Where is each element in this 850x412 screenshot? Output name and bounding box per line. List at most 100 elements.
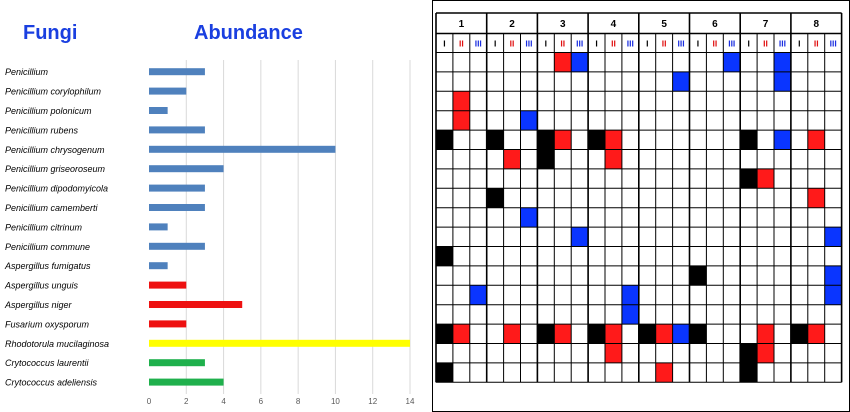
bar xyxy=(149,68,205,76)
subcolumn-label: III xyxy=(627,39,634,49)
occurrence-cell xyxy=(655,324,673,344)
subcolumn-label: II xyxy=(510,39,515,49)
occurrence-matrix: 1 2 3 4 5 6 7 8I II III I II III I II III I II III I II III I I… xyxy=(432,0,850,412)
occurrence-cell xyxy=(824,265,842,286)
subcolumn-label: III xyxy=(830,39,837,49)
occurrence-cell xyxy=(672,324,690,344)
group-label: 8 xyxy=(813,19,819,30)
occurrence-cell xyxy=(588,324,605,344)
occurrence-cell xyxy=(537,130,555,150)
occurrence-cell xyxy=(486,130,504,150)
occurrence-cell xyxy=(824,285,842,305)
subcolumn-label: I xyxy=(595,39,597,49)
occurrence-cell xyxy=(537,324,555,344)
occurrence-cell xyxy=(537,149,555,169)
occurrence-cell xyxy=(672,71,690,92)
occurrence-cell xyxy=(605,149,622,169)
group-label: 1 xyxy=(459,19,465,30)
bar xyxy=(149,126,205,134)
abundance-bar-chart: 0 2 4 6 8 10 12 14 Penicillium Penicillium corylo… xyxy=(4,60,415,406)
occurrence-cell xyxy=(571,52,589,72)
subcolumn-label: II xyxy=(560,39,565,49)
category-label: Penicillium citrinum xyxy=(5,222,83,232)
bar xyxy=(149,184,205,192)
x-tick-label: 8 xyxy=(296,397,301,406)
subcolumn-label: III xyxy=(525,39,532,49)
bar xyxy=(149,204,205,211)
fungi-title: Fungi xyxy=(23,22,78,44)
bar xyxy=(149,223,168,231)
subcolumn-label: I xyxy=(494,39,496,49)
occurrence-cell xyxy=(503,324,521,344)
x-tick-label: 4 xyxy=(221,397,226,406)
bar xyxy=(149,378,224,386)
bar xyxy=(149,301,243,308)
bar xyxy=(149,242,205,250)
occurrence-cell xyxy=(571,227,589,247)
bar xyxy=(149,359,205,367)
occurrence-cell xyxy=(621,304,639,325)
occurrence-cell xyxy=(740,168,758,189)
group-label: 7 xyxy=(763,19,769,30)
group-label: 2 xyxy=(509,19,515,30)
x-tick-label: 12 xyxy=(368,397,377,406)
occurrence-cell xyxy=(436,324,453,344)
occurrence-cell xyxy=(638,324,656,344)
category-label: Penicillium polonicum xyxy=(5,106,92,116)
subcolumn-label: I xyxy=(646,39,648,49)
occurrence-cell xyxy=(807,130,825,150)
category-label: Penicillium camemberti xyxy=(5,203,99,213)
occurrence-cell xyxy=(689,265,707,286)
occurrence-cell xyxy=(757,168,774,189)
category-label: Aspergillus unguis xyxy=(4,281,79,291)
occurrence-cell xyxy=(740,362,758,383)
category-label: Penicillium rubens xyxy=(5,125,79,135)
occurrence-cell xyxy=(486,188,504,208)
occurrence-cell xyxy=(605,343,622,363)
bar xyxy=(149,145,336,153)
bar xyxy=(149,87,187,95)
subcolumn-label: II xyxy=(763,39,768,49)
subcolumn-label: II xyxy=(459,39,464,49)
occurrence-cell xyxy=(774,71,791,92)
occurrence-cell xyxy=(554,52,572,72)
occurrence-cell xyxy=(452,110,470,131)
occurrence-cell xyxy=(520,207,538,228)
subcolumn-label: III xyxy=(678,39,685,49)
occurrence-cell xyxy=(605,130,622,150)
abundance-panel: Fungi Abundance 0 2 4 6 8 10 12 14 Penicillium Pe… xyxy=(4,22,415,406)
occurrence-cell xyxy=(554,130,572,150)
occurrence-matrix-panel: 1 2 3 4 5 6 7 8 I II III I II III I II III I II III I II III I I… xyxy=(432,0,850,412)
subcolumn-label: II xyxy=(712,39,717,49)
subcolumn-label: I xyxy=(443,39,445,49)
group-label: 3 xyxy=(560,19,566,30)
category-label: Penicillium xyxy=(5,67,49,77)
bar xyxy=(149,165,224,173)
category-label: Penicillium dipodomyicola xyxy=(5,184,108,194)
bar xyxy=(149,107,168,114)
occurrence-cell xyxy=(520,110,538,131)
occurrence-cell xyxy=(588,130,605,150)
occurrence-cell xyxy=(774,52,791,72)
category-label: Rhodotorula mucilaginosa xyxy=(5,339,109,349)
occurrence-cell xyxy=(807,324,825,344)
x-tick-label: 0 xyxy=(147,397,152,406)
bar xyxy=(149,339,410,347)
category-label: Aspergillus fumigatus xyxy=(4,261,91,271)
category-label: Penicillium corylophilum xyxy=(5,87,102,97)
occurrence-cell xyxy=(774,130,791,150)
subcolumn-label: III xyxy=(779,39,786,49)
occurrence-cell xyxy=(740,343,758,363)
occurrence-cell xyxy=(757,343,774,363)
occurrence-cell xyxy=(807,188,825,208)
subcolumn-label: I xyxy=(798,39,800,49)
subcolumn-label: III xyxy=(728,39,735,49)
occurrence-cell xyxy=(436,362,453,383)
occurrence-cell xyxy=(554,324,572,344)
category-label: Penicillium commune xyxy=(5,242,90,252)
occurrence-cell xyxy=(605,324,622,344)
occurrence-cell xyxy=(436,246,453,266)
bar xyxy=(149,320,187,328)
subcolumn-label: II xyxy=(611,39,616,49)
